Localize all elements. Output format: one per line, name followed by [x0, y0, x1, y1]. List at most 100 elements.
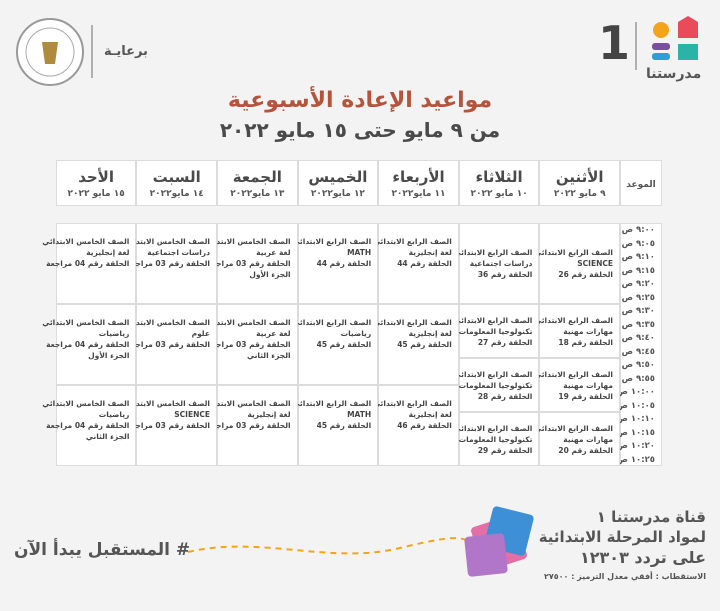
- time-slot: ١٠:٢٥ ص: [616, 454, 655, 465]
- day-date: ١١ مايو٢٠٢٢: [391, 188, 446, 199]
- emblem-ring: [25, 27, 75, 77]
- day-name: الخميس: [308, 167, 368, 186]
- session-line: الصف الخامس الابتدائي: [42, 318, 130, 327]
- session-line: الحلقة رقم 03 مراجعة: [126, 259, 210, 268]
- session-cell: الصف الرابع الابتدائي MATH الحلقة رقم 44: [292, 223, 379, 304]
- session-line: الحلقة رقم 45: [397, 340, 452, 349]
- day-header: الأثنين ٩ مايو ٢٠٢٢: [539, 160, 620, 206]
- session-line: مهارات مهنية: [563, 434, 613, 444]
- time-slot: ١٠:١٠ ص: [616, 414, 655, 424]
- session-line: دراسات اجتماعية: [147, 248, 210, 257]
- logo-bar: [652, 53, 670, 60]
- day-date: ١٠ مايو ٢٠٢٢: [470, 188, 528, 199]
- emblem-eagle: [42, 42, 58, 64]
- session-line: لغة إنجليزية: [408, 248, 452, 257]
- session-line: الحلقة رقم 19: [558, 391, 613, 401]
- sponsor: برعايـة: [104, 44, 148, 59]
- channel-logo: مدرستنا: [646, 66, 702, 82]
- session-line: الصف الرابع الابتدائي: [534, 423, 613, 433]
- session-line: الجزء الأول: [249, 270, 291, 279]
- day-date: ٩ مايو ٢٠٢٢: [553, 188, 606, 199]
- day-name: الثلاثاء: [475, 167, 523, 186]
- session-line: لغة إنجليزية: [86, 248, 130, 257]
- day-date: ١٥ مايو ٢٠٢٢: [67, 188, 125, 199]
- session-line: الصف الخامس الابتدائي: [42, 399, 130, 408]
- session-line: الحلقة رقم 28: [477, 391, 533, 401]
- time-slot: ٩:١٥ ص: [621, 265, 655, 276]
- day-date: ١٤ مايو٢٠٢٢: [149, 188, 204, 199]
- session-cell: الصف الخامس الابتدائي SCIENCE الحلقة رقم 0…: [123, 385, 217, 466]
- session-line: SCIENCE: [577, 259, 613, 268]
- session-cell: الصف الخامس الابتدائي لغة عربية الحلقة رقم…: [203, 304, 298, 385]
- session-line: MATH: [347, 410, 372, 419]
- day-date: ١٣ مايو٢٠٢٢: [230, 188, 285, 199]
- session-line: الحلقة رقم 29: [477, 445, 533, 455]
- session-cell: الصف الرابع الابتدائي SCIENCE الحلقة رقم 2…: [534, 223, 620, 304]
- session-line: الصف الرابع الابتدائي: [453, 315, 533, 325]
- session-line: الحلقة رقم 03 مراجعة: [207, 259, 291, 268]
- session-line: الحلقة رقم 04 مراجعة: [46, 421, 130, 430]
- session-cell: الصف الرابع الابتدائي لغة إنجليزية الحلقة …: [373, 304, 459, 385]
- session-line: الحلقة رقم 44: [397, 259, 452, 268]
- channel-number: 1: [598, 16, 631, 70]
- session-line: الصف الخامس الابتدائي: [122, 318, 210, 327]
- session-line: لغة إنجليزية: [408, 410, 452, 419]
- session-line: الصف الخامس الابتدائي: [122, 399, 210, 408]
- session-cell: الصف الرابع الابتدائي تكنولوجيا المعلومات…: [454, 304, 540, 358]
- session-line: رياضيات: [340, 329, 372, 338]
- session-line: الصف الخامس الابتدائي: [122, 237, 210, 246]
- day-header: الخميس ١٢ مايو٢٠٢٢: [297, 160, 379, 206]
- envelope: [464, 533, 508, 577]
- session-line: MATH: [347, 248, 372, 257]
- session-line: الحلقة رقم 03 مراجعة: [126, 421, 210, 430]
- session-line: الحلقة رقم 04 مراجعة: [46, 259, 130, 268]
- logo-square: [678, 44, 698, 60]
- time-slot: ٩:٣٥ ص: [621, 319, 655, 330]
- session-cell: الصف الرابع الابتدائي تكنولوجيا المعلومات…: [454, 412, 540, 466]
- session-cell: الصف الخامس الابتدائي دراسات اجتماعية الحل…: [123, 223, 217, 304]
- session-cell: الصف الرابع الابتدائي تكنولوجيا المعلومات…: [454, 358, 540, 412]
- day-header: الثلاثاء ١٠ مايو ٢٠٢٢: [458, 160, 540, 206]
- session-line: الحلقة رقم 04 مراجعة: [46, 340, 130, 349]
- session-cell: الصف الخامس الابتدائي لغة إنجليزية الحلقة …: [203, 385, 298, 466]
- session-line: الصف الرابع الابتدائي: [453, 248, 533, 257]
- session-line: الحلقة رقم 44: [316, 259, 372, 268]
- slogan: # المستقبل يبدأ الآن: [14, 540, 191, 560]
- session-cell: الصف الرابع الابتدائي MATH الحلقة رقم 45: [292, 385, 379, 466]
- session-line: الحلقة رقم 26: [558, 270, 613, 279]
- session-line: الصف الرابع الابتدائي: [292, 318, 372, 327]
- subtitle: من ٩ مايو حتى ١٥ مايو ٢٠٢٢: [219, 118, 501, 142]
- session-line: الحلقة رقم 18: [558, 337, 613, 347]
- time-header-cell: الموعد: [620, 160, 662, 206]
- session-line: الصف الرابع الابتدائي: [292, 399, 372, 408]
- time-column: ٩:٠٠ ص ٩:٠٥ ص ٩:١٠ ص ٩:١٥ ص ٩:٢٠ ص ٩:٢٥ ص ٩:٣٠…: [616, 223, 662, 466]
- session-line: تكنولوجيا المعلومات: [458, 434, 533, 444]
- time-slot: ١٠:١٥ ص: [616, 427, 655, 438]
- session-line: الصف الرابع الابتدائي: [534, 369, 613, 379]
- time-slot: ١٠:٢٠ ص: [616, 441, 655, 451]
- day-header: السبت ١٤ مايو٢٠٢٢: [136, 160, 217, 206]
- logo-bar: [652, 43, 670, 50]
- day-header: الأربعاء ١١ مايو٢٠٢٢: [378, 160, 459, 206]
- session-line: الصف الرابع الابتدائي: [453, 369, 533, 379]
- session-line: الصف الرابع الابتدائي: [372, 399, 452, 408]
- logo-dot: [653, 22, 669, 38]
- day-name: الأحد: [78, 167, 114, 186]
- session-line: علوم: [191, 329, 210, 338]
- session-line: الحلقة رقم 46: [397, 421, 452, 430]
- session-line: SCIENCE: [174, 410, 210, 419]
- session-line: الحلقة رقم 03 مراجعة: [207, 421, 291, 430]
- time-slot: ٩:٣٠ ص: [621, 306, 655, 316]
- session-line: الصف الرابع الابتدائي: [372, 237, 452, 246]
- session-cell: الصف الخامس الابتدائي رياضيات الحلقة رقم 0…: [42, 385, 137, 466]
- time-slot: ٩:١٠ ص: [621, 252, 655, 262]
- time-slot: ٩:٢٠ ص: [621, 279, 655, 289]
- time-slot: ١٠:٠٠ ص: [616, 387, 655, 397]
- session-line: الحلقة رقم 20: [558, 445, 613, 455]
- day-header: الجمعة ١٣ مايو٢٠٢٢: [217, 160, 298, 206]
- session-line: الحلقة رقم 27: [477, 337, 533, 347]
- session-cell: الصف الرابع الابتدائي مهارات مهنية الحلقة …: [534, 412, 620, 466]
- session-cell: الصف الرابع الابتدائي رياضيات الحلقة رقم 4…: [292, 304, 379, 385]
- title: مواعيد الإعادة الأسبوعية: [227, 88, 493, 113]
